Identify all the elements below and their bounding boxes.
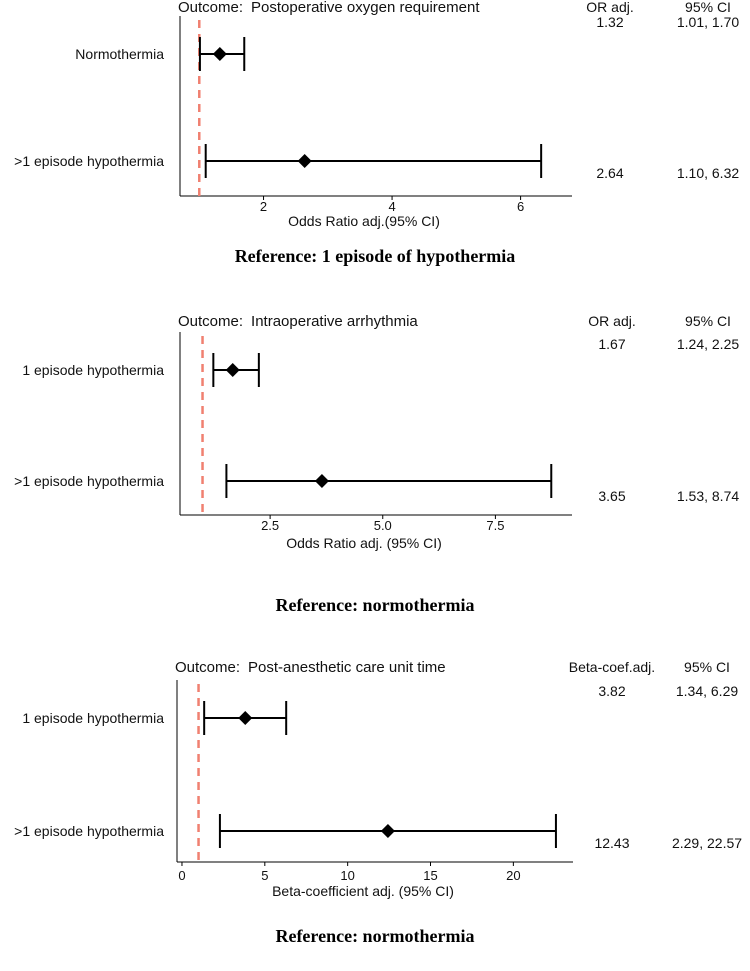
estimate-value: 12.43 xyxy=(594,835,629,851)
ci-value: 1.24, 2.25 xyxy=(677,336,739,352)
outcome-label: Outcome: xyxy=(175,659,240,676)
x-axis-label: Beta-coefficient adj. (95% CI) xyxy=(272,883,454,899)
estimate-value: 3.82 xyxy=(598,683,625,699)
ci-value: 1.53, 8.74 xyxy=(677,488,739,504)
x-tick-label: 2 xyxy=(260,199,267,214)
estimate-column-header: OR adj. xyxy=(588,313,635,329)
estimate-value: 2.64 xyxy=(596,165,623,181)
x-axis-label: Odds Ratio adj.(95% CI) xyxy=(288,213,440,229)
estimate-column-header: Beta-coef.adj. xyxy=(569,659,655,675)
row-label: >1 episode hypothermia xyxy=(14,153,164,169)
row-label: 1 episode hypothermia xyxy=(22,710,164,726)
point-estimate-marker xyxy=(380,824,395,838)
x-tick-label: 10 xyxy=(340,868,354,883)
point-estimate-marker xyxy=(297,154,312,168)
x-tick-label: 5.0 xyxy=(374,518,392,533)
x-tick-label: 4 xyxy=(388,199,395,214)
panel-header: Outcome: Intraoperative arrhythmia xyxy=(178,313,418,330)
ci-column-header: 95% CI xyxy=(685,0,731,15)
ci-column-header: 95% CI xyxy=(684,659,730,675)
reference-caption: Reference: normothermia xyxy=(275,926,474,946)
ci-value: 1.34, 6.29 xyxy=(676,683,738,699)
estimate-value: 1.67 xyxy=(598,336,625,352)
point-estimate-marker xyxy=(212,47,227,61)
row-label: Normothermia xyxy=(75,46,164,62)
estimate-value: 1.32 xyxy=(596,14,623,30)
row-label: >1 episode hypothermia xyxy=(14,473,164,489)
x-axis-label: Odds Ratio adj. (95% CI) xyxy=(286,535,442,551)
ci-column-header: 95% CI xyxy=(685,313,731,329)
point-estimate-marker xyxy=(225,363,240,377)
outcome-label: Outcome: xyxy=(178,0,243,16)
forest-panel-1: Outcome: Postoperative oxygen requirement… xyxy=(14,0,739,266)
point-estimate-marker xyxy=(238,711,253,725)
panel-header: Outcome: Postoperative oxygen requirement xyxy=(178,0,480,16)
x-tick-label: 0 xyxy=(178,868,185,883)
reference-caption: Reference: 1 episode of hypothermia xyxy=(235,246,516,266)
ci-value: 1.10, 6.32 xyxy=(677,165,739,181)
x-tick-label: 6 xyxy=(517,199,524,214)
ci-value: 2.29, 22.57 xyxy=(672,835,742,851)
x-tick-label: 5 xyxy=(261,868,268,883)
x-tick-label: 15 xyxy=(423,868,437,883)
forest-panel-3: Outcome: Post-anesthetic care unit time Be… xyxy=(14,659,742,946)
x-tick-label: 2.5 xyxy=(261,518,279,533)
x-tick-label: 20 xyxy=(506,868,520,883)
outcome-label: Outcome: xyxy=(178,313,243,330)
reference-caption: Reference: normothermia xyxy=(275,595,474,615)
estimate-value: 3.65 xyxy=(598,488,625,504)
ci-value: 1.01, 1.70 xyxy=(677,14,739,30)
row-label: >1 episode hypothermia xyxy=(14,823,164,839)
estimate-column-header: OR adj. xyxy=(586,0,633,15)
x-tick-label: 7.5 xyxy=(486,518,504,533)
panel-title: Postoperative oxygen requirement xyxy=(251,0,480,16)
panel-title: Post-anesthetic care unit time xyxy=(248,659,446,676)
forest-panel-2: Outcome: Intraoperative arrhythmia OR adj.… xyxy=(14,313,739,615)
panel-title: Intraoperative arrhythmia xyxy=(251,313,418,330)
panel-header: Outcome: Post-anesthetic care unit time xyxy=(175,659,446,676)
point-estimate-marker xyxy=(314,474,329,488)
row-label: 1 episode hypothermia xyxy=(22,362,164,378)
